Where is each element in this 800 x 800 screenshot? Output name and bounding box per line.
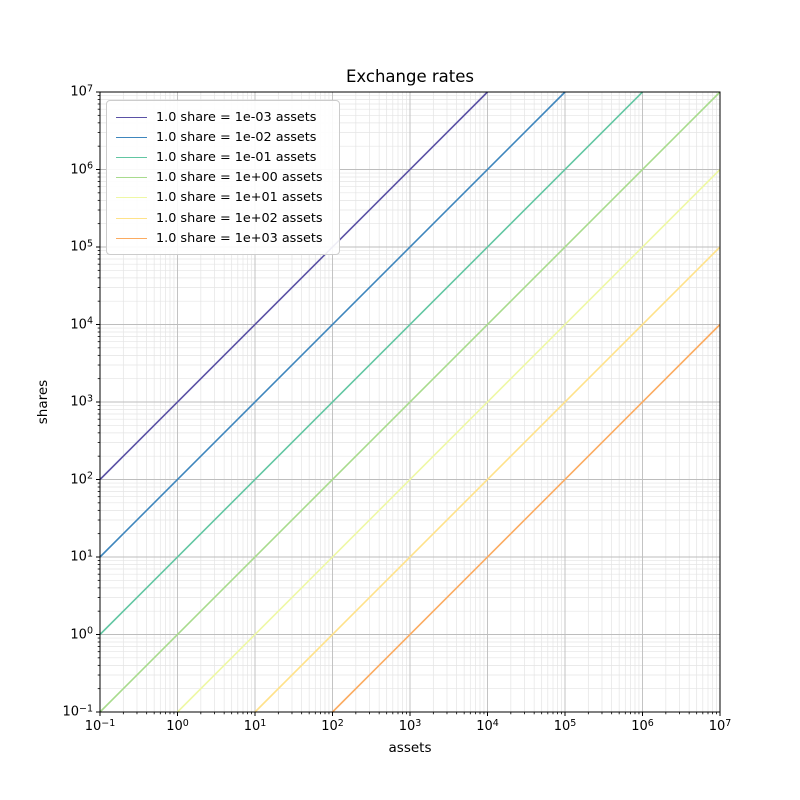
chart-title: Exchange rates <box>346 67 474 86</box>
legend-line-sample <box>116 177 147 179</box>
legend-line-sample <box>116 237 147 239</box>
legend-label: 1.0 share = 1e-03 assets <box>156 109 317 125</box>
legend-line-sample <box>116 217 147 219</box>
y-tick-label: 103 <box>70 393 93 410</box>
x-tick-label: 106 <box>631 717 654 734</box>
legend-entry: 1.0 share = 1e+03 assets <box>116 228 331 248</box>
axes-spines <box>99 91 721 713</box>
y-tick-label: 105 <box>70 238 93 255</box>
legend-entry: 1.0 share = 1e+01 assets <box>116 188 331 208</box>
legend-line-sample <box>116 156 147 158</box>
series-line-5 <box>254 246 721 713</box>
x-tick-label: 107 <box>708 717 732 734</box>
y-axis-label: shares <box>35 379 51 425</box>
legend-label: 1.0 share = 1e-02 assets <box>156 129 317 145</box>
y-tick-label: 107 <box>70 83 93 100</box>
legend-entry: 1.0 share = 1e+02 assets <box>116 208 331 228</box>
legend-label: 1.0 share = 1e+02 assets <box>156 210 323 226</box>
x-tick-label: 10−1 <box>84 717 116 734</box>
legend-label: 1.0 share = 1e-01 assets <box>156 149 317 165</box>
y-tick-label: 101 <box>70 548 93 565</box>
y-tick-label: 10−1 <box>62 703 93 720</box>
series-line-0 <box>99 91 489 481</box>
series-line-2 <box>99 91 644 636</box>
legend: 1.0 share = 1e-03 assets 1.0 share = 1e-0… <box>106 100 340 256</box>
legend-line-sample <box>116 197 147 199</box>
y-tick-label: 106 <box>70 160 93 177</box>
legend-line-sample <box>116 116 147 118</box>
legend-label: 1.0 share = 1e+01 assets <box>156 190 323 206</box>
x-tick-label: 100 <box>166 717 189 734</box>
y-tick-label: 100 <box>70 625 93 642</box>
y-tick-label: 104 <box>70 315 93 332</box>
series-line-1 <box>99 91 566 558</box>
legend-entry: 1.0 share = 1e-02 assets <box>116 127 331 147</box>
legend-line-sample <box>116 136 147 138</box>
legend-entry: 1.0 share = 1e+00 assets <box>116 168 331 188</box>
legend-label: 1.0 share = 1e+00 assets <box>156 170 323 186</box>
series-line-3 <box>99 91 721 713</box>
x-tick-label: 102 <box>321 717 344 734</box>
series-line-6 <box>331 323 721 713</box>
x-tick-label: 105 <box>553 717 577 734</box>
x-tick-label: 104 <box>476 717 499 734</box>
x-axis-label: assets <box>388 740 432 756</box>
legend-entry: 1.0 share = 1e-03 assets <box>116 107 331 127</box>
x-tick-label: 101 <box>243 717 267 734</box>
legend-label: 1.0 share = 1e+03 assets <box>156 230 323 246</box>
legend-entry: 1.0 share = 1e-01 assets <box>116 147 331 167</box>
y-tick-label: 102 <box>70 470 93 487</box>
series-line-4 <box>176 168 721 713</box>
x-tick-label: 103 <box>398 717 422 734</box>
